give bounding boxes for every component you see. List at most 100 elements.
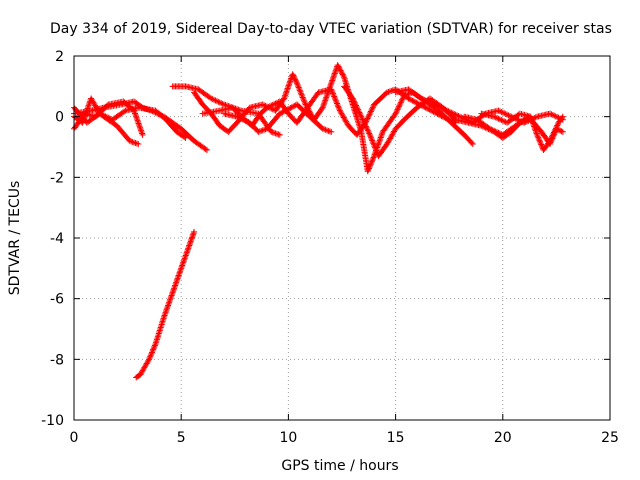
- data-point: [172, 282, 179, 289]
- data-point: [133, 140, 140, 147]
- data-point: [398, 98, 405, 105]
- y-tick-label: -10: [41, 413, 64, 429]
- data-point: [405, 95, 412, 102]
- data-point: [136, 123, 143, 130]
- data-point: [369, 157, 376, 164]
- data-point: [82, 111, 89, 118]
- data-point: [498, 108, 505, 115]
- data-point: [132, 110, 139, 117]
- data-point: [138, 129, 145, 136]
- data-point: [295, 84, 302, 91]
- data-point: [366, 130, 373, 137]
- y-axis-label: SDTVAR / TECUs: [7, 181, 23, 296]
- data-point: [505, 112, 512, 119]
- data-point: [550, 130, 557, 137]
- data-point: [322, 97, 329, 104]
- data-point: [219, 100, 226, 107]
- data-point: [445, 108, 452, 115]
- data-point: [148, 349, 155, 356]
- data-point: [261, 126, 268, 133]
- data-point: [330, 92, 337, 99]
- data-point: [368, 107, 375, 114]
- data-point: [139, 131, 146, 138]
- data-point: [365, 166, 372, 173]
- data-point: [186, 242, 193, 249]
- data-point: [105, 114, 112, 121]
- data-point: [286, 81, 293, 88]
- data-point: [378, 131, 385, 138]
- y-tick-label: -2: [50, 170, 64, 186]
- data-point: [558, 114, 565, 121]
- data-point: [326, 128, 333, 135]
- data-point: [134, 116, 141, 123]
- data-point: [213, 98, 220, 105]
- data-point: [209, 96, 216, 103]
- data-point: [83, 108, 90, 115]
- data-point: [266, 103, 273, 110]
- data-point: [379, 130, 386, 137]
- data-point: [334, 62, 341, 69]
- data-point: [268, 128, 275, 135]
- data-point: [433, 110, 440, 117]
- data-point: [392, 110, 399, 117]
- data-point: [368, 158, 375, 165]
- data-point: [339, 70, 345, 77]
- data-point: [235, 114, 242, 121]
- data-point: [184, 248, 191, 255]
- data-point: [504, 111, 511, 118]
- data-point: [129, 138, 136, 145]
- data-point: [537, 138, 544, 145]
- data-point: [331, 93, 338, 100]
- data-point: [84, 105, 91, 112]
- data-point: [551, 128, 558, 135]
- data-point: [434, 110, 441, 117]
- data-point: [354, 106, 361, 113]
- data-point: [502, 110, 509, 117]
- x-tick-label: 0: [70, 430, 79, 446]
- data-point: [135, 140, 142, 147]
- data-point: [367, 109, 374, 116]
- data-point: [546, 110, 553, 117]
- data-point: [282, 92, 289, 99]
- data-point: [350, 96, 357, 103]
- data-point: [162, 311, 169, 318]
- data-point: [273, 130, 280, 137]
- data-point: [272, 130, 279, 137]
- data-point: [221, 101, 228, 108]
- data-point: [293, 80, 300, 87]
- data-point: [554, 114, 561, 121]
- data-point: [269, 129, 276, 136]
- data-point: [388, 87, 395, 94]
- data-point: [558, 128, 565, 135]
- data-point: [146, 356, 153, 363]
- data-point: [436, 104, 443, 111]
- data-point: [352, 101, 359, 108]
- data-point: [339, 71, 346, 78]
- data-point: [133, 114, 140, 121]
- data-point: [176, 271, 183, 278]
- data-point: [79, 119, 86, 126]
- data-point: [81, 115, 88, 122]
- data-point: [489, 127, 496, 134]
- data-point: [294, 81, 301, 88]
- data-point: [320, 103, 327, 110]
- data-point: [151, 343, 158, 350]
- data-point: [295, 83, 302, 90]
- data-point: [320, 101, 327, 108]
- y-tick-label: -4: [50, 231, 64, 247]
- data-point: [293, 79, 300, 85]
- data-point: [376, 137, 383, 144]
- data-point: [98, 111, 105, 118]
- data-point: [495, 115, 502, 122]
- data-point: [386, 88, 393, 95]
- data-point: [176, 269, 183, 276]
- data-point: [290, 73, 297, 80]
- data-point: [444, 107, 451, 114]
- data-point: [173, 279, 180, 286]
- data-point: [488, 126, 495, 133]
- data-point: [169, 291, 176, 298]
- data-point: [233, 113, 240, 120]
- data-point: [82, 112, 89, 119]
- data-point: [319, 104, 326, 111]
- data-point: [431, 101, 438, 108]
